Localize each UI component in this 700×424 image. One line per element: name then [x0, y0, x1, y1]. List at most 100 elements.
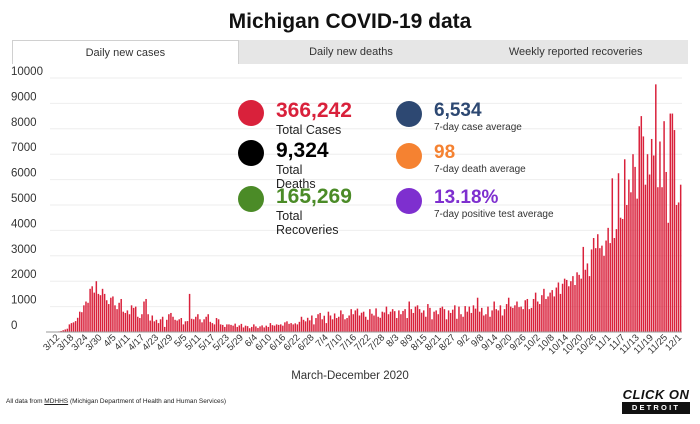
- data-bar: [495, 309, 497, 332]
- data-bar: [389, 311, 392, 332]
- data-bar: [402, 310, 404, 332]
- data-bar: [174, 319, 176, 332]
- data-bar: [665, 171, 667, 332]
- data-bar: [134, 306, 137, 332]
- data-bar: [72, 322, 75, 332]
- data-bar: [493, 301, 495, 332]
- data-bar: [313, 324, 315, 332]
- data-bar: [153, 321, 156, 332]
- total-deaths-value: 9,324: [276, 139, 329, 162]
- data-bar: [507, 297, 510, 332]
- data-bar: [503, 309, 506, 332]
- y-tick-label: 8000: [11, 117, 37, 129]
- x-tick-label: 12/1: [663, 332, 684, 353]
- data-bar: [286, 321, 288, 332]
- data-bar: [539, 304, 541, 332]
- data-bar: [267, 326, 270, 332]
- data-bar: [524, 300, 527, 332]
- data-bar: [128, 314, 131, 332]
- data-bar: [219, 324, 222, 332]
- data-bar: [110, 297, 112, 332]
- data-bar: [456, 318, 458, 332]
- data-bar: [657, 187, 659, 332]
- data-bar: [159, 319, 162, 332]
- total-recoveries-label: Total Recoveries: [276, 209, 339, 237]
- data-bar: [655, 84, 657, 332]
- data-bar: [197, 314, 199, 332]
- tab-weekly-recoveries[interactable]: Weekly reported recoveries: [463, 40, 689, 64]
- data-bar: [628, 179, 630, 332]
- data-bar: [335, 318, 338, 332]
- data-bar: [205, 316, 207, 332]
- y-tick-label: 5000: [11, 193, 37, 205]
- data-bar: [76, 317, 79, 332]
- data-bar: [474, 308, 477, 332]
- data-bar: [261, 325, 263, 332]
- data-bar: [163, 326, 166, 332]
- data-bar: [646, 154, 649, 332]
- data-bar: [563, 278, 566, 332]
- data-bar: [172, 316, 174, 332]
- data-bar: [416, 305, 419, 332]
- source-link-mdhhs[interactable]: MDHHS: [44, 398, 69, 405]
- data-bar: [157, 323, 160, 332]
- tab-daily-new-deaths[interactable]: Daily new deaths: [238, 40, 464, 64]
- data-bar: [642, 136, 645, 332]
- data-bar: [85, 301, 87, 332]
- data-bar: [449, 312, 452, 332]
- data-bar: [435, 310, 437, 332]
- data-bar: [447, 310, 450, 332]
- data-bar: [437, 314, 439, 332]
- tab-bar: Daily new cases Daily new deaths Weekly …: [12, 40, 689, 64]
- data-bar: [565, 279, 568, 332]
- data-bar: [240, 323, 243, 332]
- data-bar: [410, 309, 413, 332]
- data-bar: [317, 314, 319, 332]
- data-bar: [414, 306, 417, 332]
- data-bar: [263, 327, 265, 332]
- data-bar: [427, 304, 429, 332]
- y-tick-label: 4000: [11, 218, 37, 230]
- tab-daily-new-cases[interactable]: Daily new cases: [12, 40, 239, 64]
- data-bar: [443, 309, 446, 332]
- data-bar: [141, 314, 143, 332]
- data-bar: [350, 309, 352, 332]
- data-bar: [530, 307, 533, 332]
- data-bar: [338, 316, 340, 332]
- data-bar: [547, 296, 549, 332]
- data-bar: [661, 187, 663, 332]
- data-bar: [199, 319, 201, 332]
- data-bar: [168, 314, 170, 332]
- y-tick-label: 6000: [11, 168, 37, 180]
- data-bar: [518, 307, 520, 332]
- y-tick-label: 7000: [11, 142, 37, 154]
- data-bar: [294, 323, 296, 332]
- case-average-dot-icon: [396, 101, 422, 127]
- data-bar: [145, 298, 147, 332]
- data-bar: [296, 324, 299, 332]
- data-bar: [346, 318, 348, 332]
- data-bar: [468, 306, 471, 332]
- data-bar: [126, 310, 129, 332]
- data-bar: [118, 302, 120, 332]
- clickondetroit-logo[interactable]: CLICK ON DETROIT: [622, 388, 690, 414]
- data-bar: [70, 323, 73, 332]
- data-bar: [342, 314, 344, 332]
- data-bar: [242, 327, 245, 332]
- data-bar: [124, 312, 127, 332]
- data-bar: [333, 313, 336, 332]
- death-average-dot-icon: [396, 143, 422, 169]
- data-bar: [478, 311, 481, 332]
- data-bar: [211, 323, 214, 332]
- data-bar: [292, 324, 294, 332]
- data-bar: [288, 323, 290, 332]
- positive-rate-value: 13.18%: [434, 187, 499, 208]
- data-bar: [112, 296, 114, 332]
- data-bar: [613, 238, 616, 332]
- data-bar: [621, 218, 624, 332]
- data-bar: [265, 325, 267, 332]
- data-bar: [228, 324, 230, 332]
- data-bar: [306, 317, 309, 332]
- data-bar: [151, 315, 154, 332]
- data-bar: [130, 305, 133, 332]
